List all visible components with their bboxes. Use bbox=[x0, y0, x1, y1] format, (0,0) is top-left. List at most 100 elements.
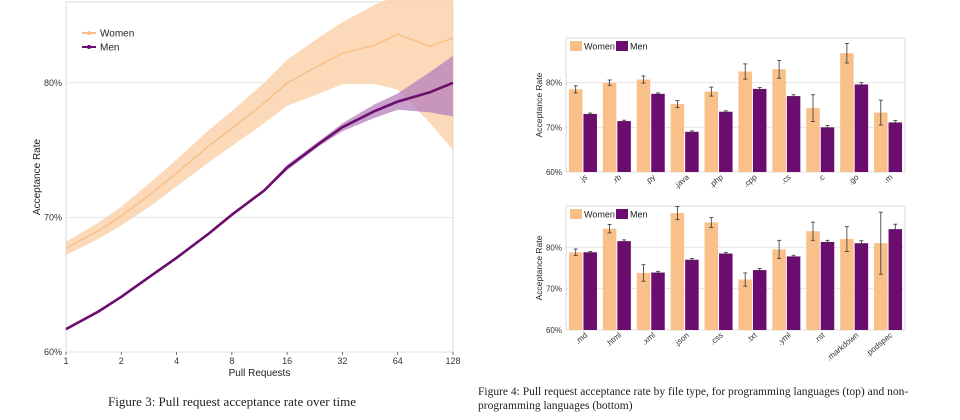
legend-swatch bbox=[616, 209, 628, 219]
x-tick-label: .markdown bbox=[825, 331, 861, 363]
x-tick-label: .html bbox=[604, 330, 623, 348]
x-tick-label: .yml bbox=[776, 330, 793, 346]
x-tick-label: .java bbox=[672, 172, 691, 190]
bar bbox=[651, 93, 665, 172]
confidence-band bbox=[66, 0, 453, 256]
bar bbox=[602, 82, 617, 172]
bar bbox=[670, 213, 685, 330]
bar bbox=[651, 272, 665, 330]
x-tick-label: .cs bbox=[779, 173, 793, 186]
figure-4-caption: Figure 4: Pull request acceptance rate b… bbox=[478, 386, 909, 412]
bar bbox=[874, 112, 888, 172]
x-tick-label: .cpp bbox=[741, 172, 759, 189]
bar bbox=[772, 249, 786, 330]
x-tick-label: 2 bbox=[119, 356, 124, 366]
bar bbox=[617, 241, 631, 330]
bar bbox=[636, 79, 651, 172]
x-tick-label: .md bbox=[573, 331, 589, 346]
legend-swatch bbox=[616, 41, 628, 51]
bar bbox=[806, 108, 820, 172]
x-tick-label: 8 bbox=[229, 356, 234, 366]
bottom-panel: 60% 70% 80%Acceptance Rate .md .html .xml .jso… bbox=[534, 205, 906, 363]
bar bbox=[568, 89, 583, 172]
x-tick-label: .js bbox=[577, 173, 589, 185]
y-axis-label: Acceptance Rate bbox=[32, 138, 43, 215]
x-tick-label: .podspec bbox=[864, 331, 895, 359]
bar bbox=[888, 122, 903, 172]
bar bbox=[617, 121, 631, 172]
bar bbox=[704, 222, 719, 330]
legend: Women Men bbox=[570, 41, 648, 52]
y-tick-label: 60% bbox=[44, 347, 62, 357]
bar bbox=[888, 229, 903, 330]
x-tick-label: .xml bbox=[640, 330, 657, 346]
bar bbox=[685, 131, 699, 172]
bar bbox=[719, 111, 733, 172]
x-tick-label: 128 bbox=[445, 356, 460, 366]
y-tick-label: 70% bbox=[546, 123, 562, 132]
bar bbox=[786, 96, 801, 172]
bar bbox=[685, 259, 699, 330]
bar bbox=[772, 69, 786, 172]
top-panel: 60% 70% 80%Acceptance Rate .js .rb .py .java .p… bbox=[534, 37, 906, 190]
bar bbox=[738, 279, 752, 330]
x-tick-label: .txt bbox=[745, 330, 760, 344]
x-tick-label: .css bbox=[708, 331, 725, 347]
x-tick-label: .c bbox=[816, 173, 827, 184]
y-axis-label: Acceptance Rate bbox=[534, 72, 544, 137]
bar bbox=[636, 272, 651, 330]
legend-marker bbox=[87, 45, 91, 49]
bar bbox=[840, 53, 854, 172]
x-tick-label: 16 bbox=[282, 356, 292, 366]
x-tick-label: .m bbox=[882, 172, 895, 185]
bar bbox=[568, 252, 583, 330]
x-tick-label: 1 bbox=[63, 356, 68, 366]
legend-label: Men bbox=[630, 210, 648, 220]
y-tick-label: 80% bbox=[546, 243, 562, 252]
bar bbox=[752, 270, 767, 330]
x-tick-label: .json bbox=[672, 331, 691, 349]
y-tick-label: 60% bbox=[546, 168, 562, 177]
x-tick-label: 4 bbox=[174, 356, 179, 366]
bar bbox=[820, 127, 835, 172]
legend-label: Men bbox=[630, 42, 648, 52]
series-line bbox=[65, 33, 454, 250]
y-axis-label: Acceptance Rate bbox=[534, 235, 544, 300]
legend-label: Women bbox=[100, 29, 134, 40]
bar bbox=[840, 239, 854, 330]
bar bbox=[738, 71, 752, 172]
figure-4-bar-charts: 60%70%80%Acceptance Rate.js .rb .py .java .p… bbox=[534, 37, 906, 363]
legend: Women Men bbox=[570, 209, 648, 220]
x-tick-label: .php bbox=[707, 172, 725, 189]
series-line bbox=[65, 81, 454, 331]
bar bbox=[752, 88, 767, 172]
bar bbox=[786, 256, 801, 330]
plot-frame bbox=[565, 205, 906, 331]
x-tick-label: .go bbox=[846, 172, 861, 186]
bar bbox=[704, 91, 719, 172]
bar bbox=[583, 113, 597, 172]
figure-3-line-chart: 60% 70% 80% 1 2 4 8 16 32 64 128 Pull Requests Accep… bbox=[32, 0, 461, 379]
x-tick-label: .rst bbox=[812, 330, 827, 345]
plot-frame bbox=[565, 37, 906, 173]
bar bbox=[583, 252, 597, 330]
legend: Women Men bbox=[82, 29, 134, 54]
x-tick-label: .py bbox=[643, 173, 657, 187]
bar bbox=[854, 84, 869, 172]
bar bbox=[806, 231, 820, 330]
y-tick-label: 80% bbox=[44, 78, 62, 88]
bar bbox=[670, 104, 685, 172]
y-tick-label: 80% bbox=[546, 79, 562, 88]
legend-label: Men bbox=[100, 43, 119, 54]
legend-marker bbox=[87, 31, 91, 35]
legend-label: Women bbox=[584, 210, 615, 220]
legend-swatch bbox=[570, 209, 582, 219]
y-tick-label: 70% bbox=[44, 212, 62, 222]
y-tick-label: 60% bbox=[546, 326, 562, 335]
x-axis-label: Pull Requests bbox=[229, 368, 291, 379]
bar bbox=[820, 241, 835, 330]
bar bbox=[602, 228, 617, 330]
legend-label: Women bbox=[584, 42, 615, 52]
x-tick-label: 32 bbox=[337, 356, 347, 366]
x-tick-label: .rb bbox=[610, 172, 623, 185]
